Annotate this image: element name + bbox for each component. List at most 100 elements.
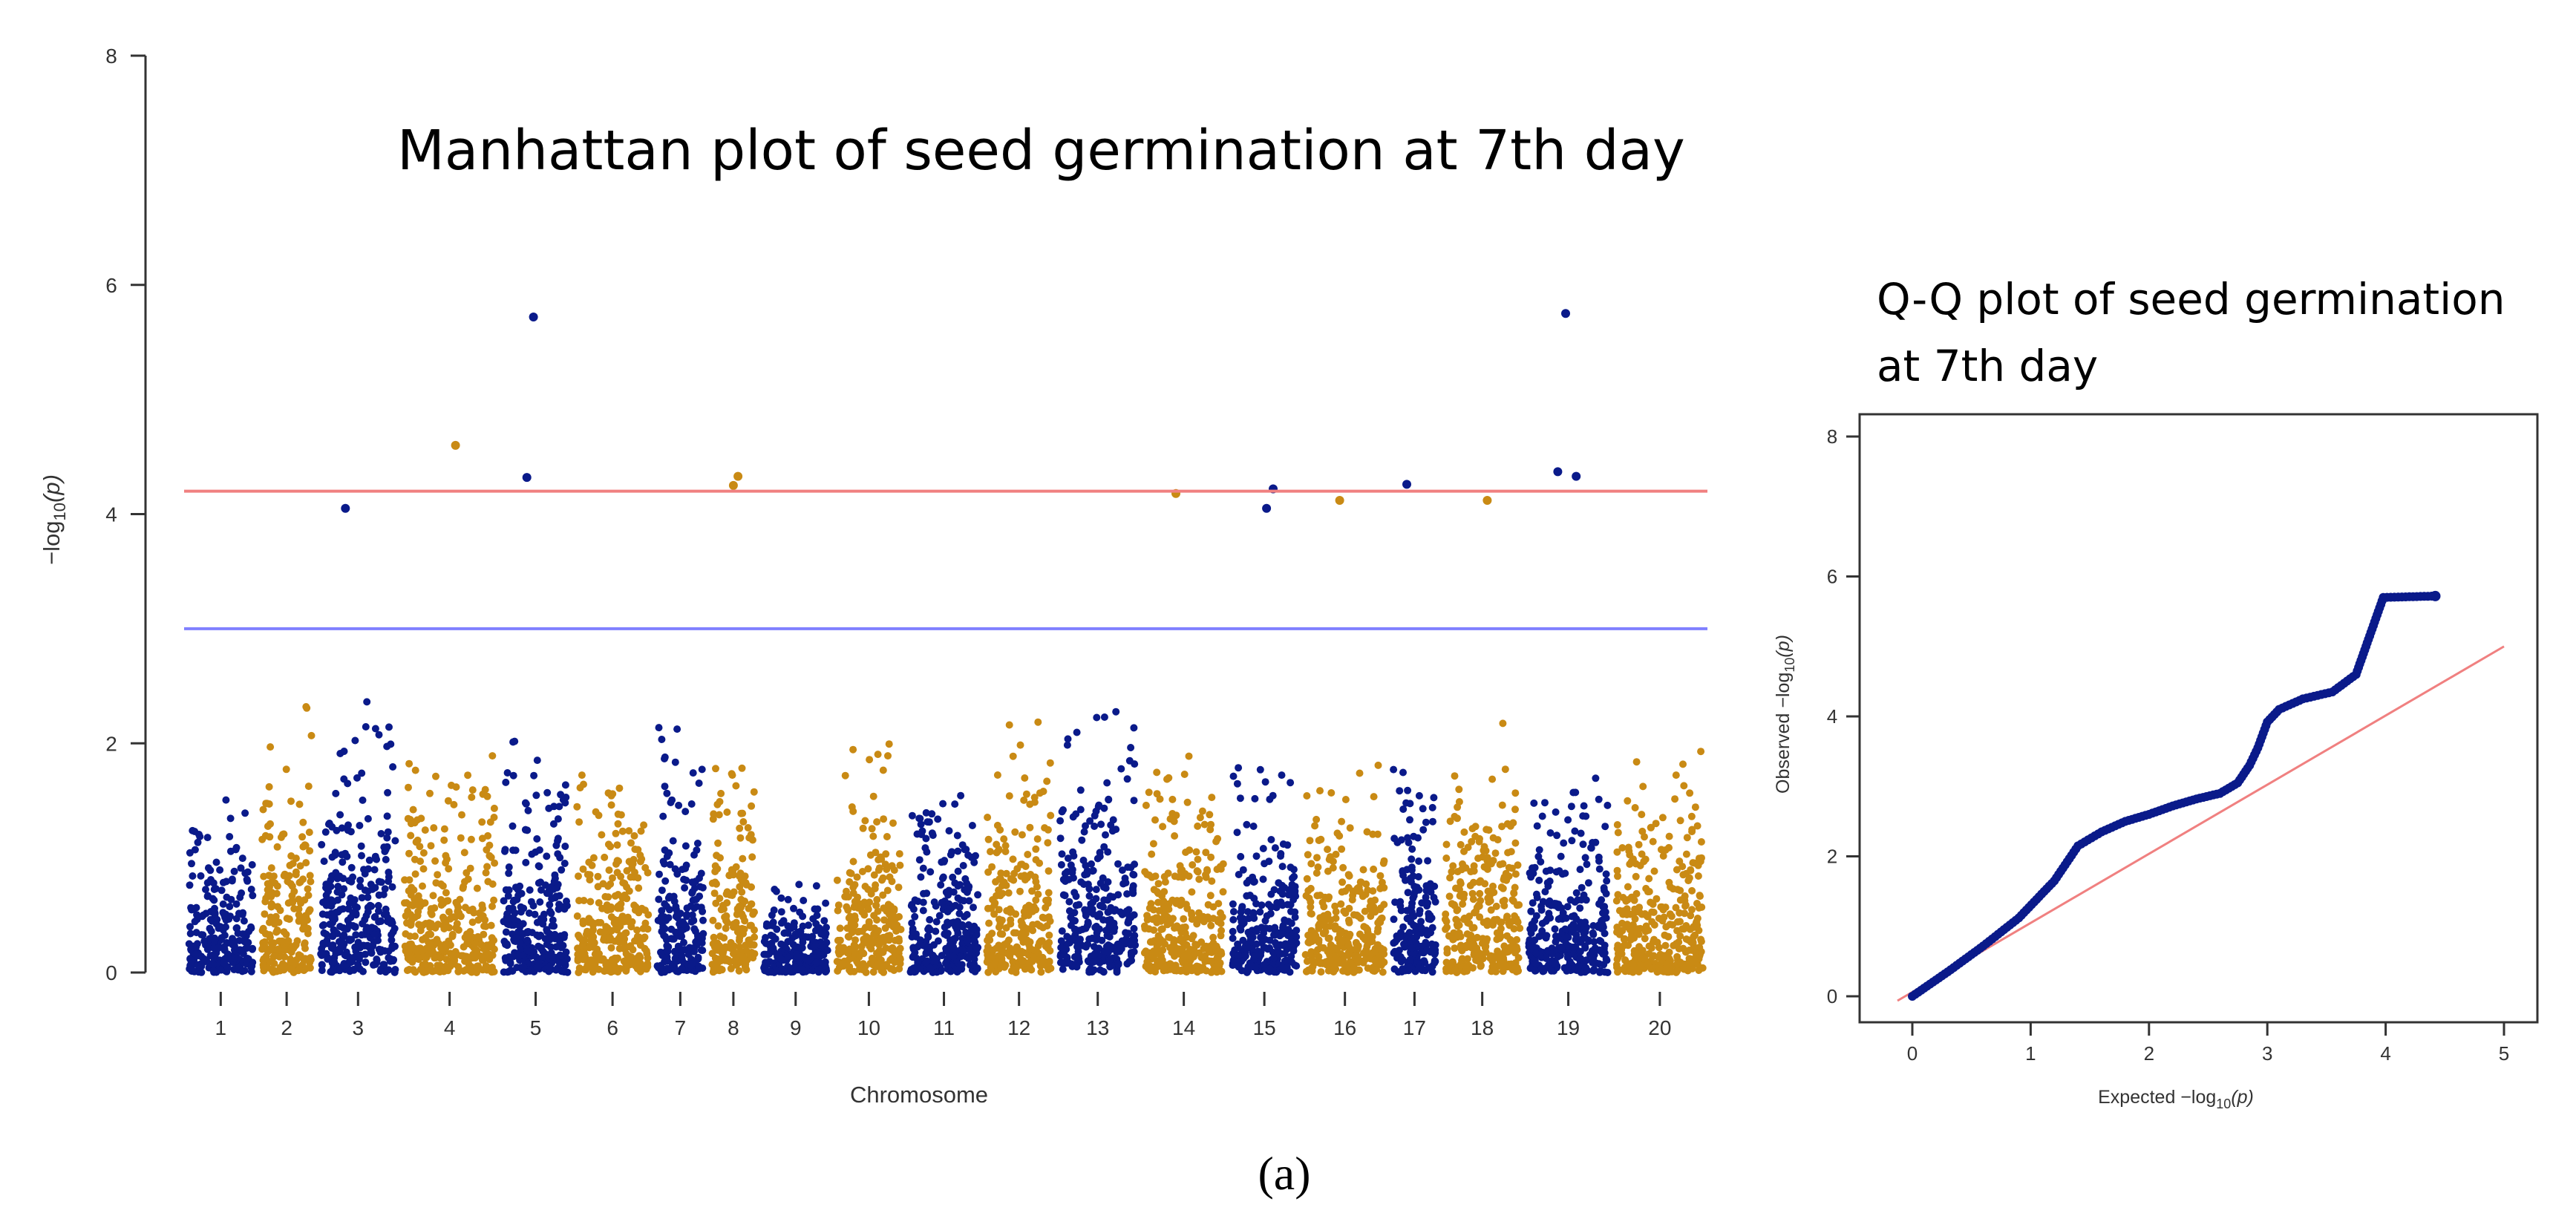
manhattan-point <box>1091 811 1099 820</box>
manhattan-point <box>382 855 390 863</box>
manhattan-point <box>431 857 439 865</box>
manhattan-point <box>490 804 498 812</box>
manhattan-point <box>306 964 314 972</box>
manhattan-point <box>1456 886 1463 894</box>
manhattan-point <box>301 896 309 904</box>
manhattan-point <box>1340 907 1348 915</box>
manhattan-point <box>748 802 756 810</box>
manhattan-point <box>794 943 802 951</box>
manhattan-point <box>1151 816 1159 824</box>
manhattan-point <box>1408 845 1416 853</box>
manhattan-point <box>1099 916 1108 924</box>
manhattan-point <box>959 862 967 869</box>
manhattan-point <box>1396 902 1405 910</box>
manhattan-point <box>467 835 475 843</box>
manhattan-point <box>947 967 955 975</box>
manhattan-point <box>937 881 945 889</box>
manhattan-point <box>535 932 543 941</box>
manhattan-point <box>503 769 511 777</box>
manhattan-point <box>1476 889 1484 898</box>
manhattan-point <box>714 922 722 930</box>
manhattan-point <box>549 820 558 828</box>
manhattan-point <box>491 859 499 867</box>
manhattan-point <box>318 967 326 975</box>
manhattan-point <box>1471 832 1480 840</box>
manhattan-point <box>625 827 633 835</box>
manhattan-point <box>888 862 896 870</box>
manhattan-point <box>962 929 970 936</box>
manhattan-point <box>249 892 257 900</box>
manhattan-point <box>336 750 344 757</box>
manhattan-point <box>1102 831 1109 839</box>
manhattan-point <box>1194 855 1202 863</box>
manhattan-point <box>585 944 593 952</box>
manhattan-point <box>613 841 621 849</box>
manhattan-point <box>223 893 231 901</box>
manhattan-point <box>298 833 307 841</box>
manhattan-point <box>1059 875 1068 883</box>
manhattan-point <box>383 742 391 751</box>
manhattan-point <box>833 958 841 966</box>
manhattan-point <box>1459 894 1468 902</box>
manhattan-point <box>1503 963 1511 971</box>
manhattan-point <box>273 927 281 935</box>
manhattan-point <box>1217 950 1226 958</box>
manhattan-point <box>237 864 245 872</box>
manhattan-point <box>1399 768 1407 777</box>
manhattan-point <box>578 943 586 950</box>
manhattan-point <box>603 901 611 909</box>
manhattan-point <box>211 909 219 918</box>
manhattan-point <box>522 858 530 866</box>
manhattan-point <box>997 869 1005 878</box>
manhattan-point <box>501 846 509 854</box>
manhattan-point <box>607 801 615 809</box>
manhattan-point <box>1279 840 1287 848</box>
manhattan-point <box>1032 947 1040 955</box>
manhattan-point <box>1451 772 1459 780</box>
manhattan-point <box>1236 914 1244 922</box>
manhattan-point <box>1418 949 1426 956</box>
manhattan-point <box>641 906 649 915</box>
manhattan-point <box>1270 886 1278 894</box>
manhattan-point <box>1205 946 1213 954</box>
manhattan-point <box>340 885 348 893</box>
manhattan-point <box>339 933 347 941</box>
manhattan-point <box>1417 918 1425 926</box>
manhattan-point <box>262 895 270 902</box>
manhattan-point <box>1229 908 1238 915</box>
manhattan-point <box>1502 869 1510 878</box>
manhattan-point <box>1396 787 1404 795</box>
manhattan-point <box>834 901 843 909</box>
manhattan-point <box>870 871 878 879</box>
manhattan-point <box>1129 870 1137 878</box>
manhattan-point <box>523 929 532 937</box>
manhattan-point <box>1509 897 1517 905</box>
manhattan-point <box>1074 952 1082 961</box>
manhattan-point <box>1442 854 1451 862</box>
manhattan-point <box>282 765 290 774</box>
manhattan-point <box>186 929 194 938</box>
manhattan-point <box>543 788 552 797</box>
manhattan-point <box>1311 822 1319 830</box>
manhattan-point <box>248 962 256 970</box>
manhattan-point <box>835 964 843 972</box>
manhattan-point <box>1487 906 1495 914</box>
manhattan-point <box>1369 887 1377 895</box>
manhattan-point <box>1601 908 1609 916</box>
manhattan-point <box>502 778 510 786</box>
manhattan-point <box>1207 921 1215 929</box>
manhattan-point <box>1465 912 1474 921</box>
manhattan-point <box>478 818 486 826</box>
manhattan-point <box>500 897 508 905</box>
manhattan-point <box>613 869 621 877</box>
manhattan-point <box>1458 866 1465 874</box>
manhattan-point <box>353 774 361 782</box>
manhattan-point <box>1180 915 1188 923</box>
manhattan-point <box>1177 935 1184 943</box>
manhattan-point <box>1235 764 1243 772</box>
manhattan-point <box>1362 949 1370 957</box>
manhattan-point <box>1443 945 1451 953</box>
manhattan-point <box>1243 820 1251 829</box>
manhattan-point <box>1419 826 1428 834</box>
manhattan-point <box>622 929 630 937</box>
